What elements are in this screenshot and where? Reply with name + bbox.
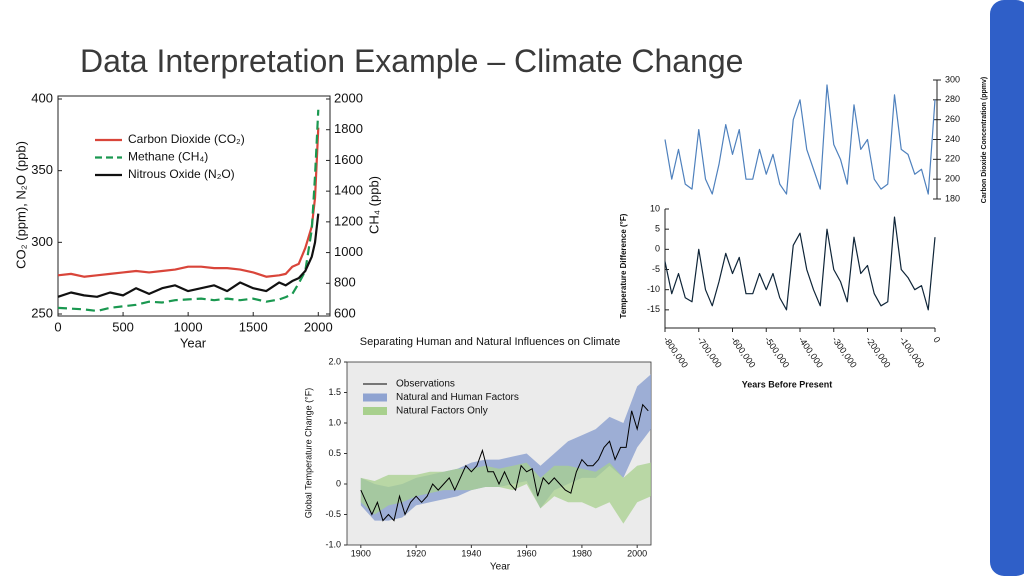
legend-label: Carbon Dioxide (CO₂)	[128, 132, 245, 146]
slide-title: Data Interpretation Example – Climate Ch…	[80, 43, 743, 79]
y-tick-label: 10	[650, 203, 660, 213]
y-tick-label: 400	[31, 90, 53, 105]
x-tick-label: 1920	[406, 548, 426, 558]
y-tick-label: -15	[647, 304, 660, 314]
y-tick-label: 0	[336, 478, 341, 488]
y-tick-label: -5	[652, 264, 660, 274]
x-tick-label: 1960	[517, 548, 537, 558]
y-axis-label: Global Temperature Change (°F)	[303, 388, 313, 519]
x-tick-label: 500	[112, 319, 134, 334]
data-line	[57, 127, 320, 278]
y2-tick-label: 180	[945, 193, 960, 203]
y-axis-label: CO₂ (ppm), N₂O (ppb)	[13, 141, 28, 269]
data-line	[664, 84, 936, 195]
y2-tick-label: 260	[945, 114, 960, 124]
x-tick-label: -100,000	[898, 335, 927, 370]
y2-tick-label: 200	[945, 174, 960, 184]
legend-swatch	[363, 407, 387, 415]
x-tick-label: -400,000	[796, 335, 825, 370]
x-tick-label: -800,000	[661, 335, 690, 370]
x-tick-label: -700,000	[695, 335, 724, 370]
y-tick-label: -10	[647, 284, 660, 294]
x-tick-label: -500,000	[763, 335, 792, 370]
band-area	[360, 462, 651, 524]
x-tick-label: -200,000	[864, 335, 893, 370]
observation-line	[360, 403, 649, 522]
y2-tick-label: 240	[945, 134, 960, 144]
y2-tick-label: 1800	[334, 121, 363, 136]
y-tick-label: 2.0	[328, 356, 341, 366]
y2-tick-label: 220	[945, 154, 960, 164]
data-line	[57, 109, 320, 313]
data-line	[664, 216, 936, 311]
y2-tick-label: 2000	[334, 90, 363, 105]
y-tick-label: 1.5	[328, 387, 341, 397]
legend-label: Observations	[396, 379, 455, 390]
chart-title: Separating Human and Natural Influences …	[360, 336, 620, 348]
x-tick-label: 2000	[627, 548, 647, 558]
x-tick-label: 1940	[461, 548, 481, 558]
legend-label: Methane (CH₄)	[128, 150, 208, 164]
y-tick-label: 5	[655, 224, 660, 234]
legend-label: Nitrous Oxide (N₂O)	[128, 167, 235, 181]
y-axis-label: Temperature Difference (°F)	[619, 213, 628, 318]
x-tick-label: -600,000	[729, 335, 758, 370]
y-tick-label: 0	[655, 244, 660, 254]
y2-tick-label: 1000	[334, 244, 363, 259]
x-tick-label: 1900	[351, 548, 371, 558]
y-tick-label: 250	[31, 305, 53, 320]
plot-frame	[57, 95, 331, 317]
legend-label: Natural and Human Factors	[396, 392, 519, 403]
legend-label: Natural Factors Only	[396, 406, 488, 417]
data-line	[57, 213, 320, 298]
x-axis-label: Years Before Present	[742, 379, 833, 389]
x-axis-label: Year	[180, 335, 207, 350]
y-tick-label: 0.5	[328, 448, 341, 458]
y-tick-label: 300	[31, 234, 53, 249]
x-tick-label: -300,000	[830, 335, 859, 370]
y-tick-label: -0.5	[325, 509, 341, 519]
x-tick-label: 0	[931, 335, 942, 345]
y2-tick-label: 1400	[334, 183, 363, 198]
y2-axis-label: CH₄ (ppb)	[366, 176, 381, 234]
x-tick-label: 0	[54, 319, 61, 334]
legend-swatch	[363, 393, 387, 402]
y2-tick-label: 300	[945, 74, 960, 84]
y2-tick-label: 1600	[334, 152, 363, 167]
y2-tick-label: 280	[945, 94, 960, 104]
x-tick-label: 1000	[174, 319, 203, 334]
x-tick-label: 2000	[304, 319, 333, 334]
y2-tick-label: 600	[334, 305, 356, 320]
y2-tick-label: 1200	[334, 213, 363, 228]
y-tick-label: 1.0	[328, 417, 341, 427]
y-tick-label: -1.0	[325, 539, 341, 549]
x-tick-label: 1980	[572, 548, 592, 558]
accent-strip	[990, 0, 1024, 576]
y2-axis-label: Carbon Dioxide Concentration (ppmv)	[981, 77, 988, 203]
y-tick-label: 350	[31, 162, 53, 177]
x-tick-label: 1500	[239, 319, 268, 334]
x-axis-label: Year	[490, 562, 511, 573]
y2-tick-label: 800	[334, 275, 356, 290]
